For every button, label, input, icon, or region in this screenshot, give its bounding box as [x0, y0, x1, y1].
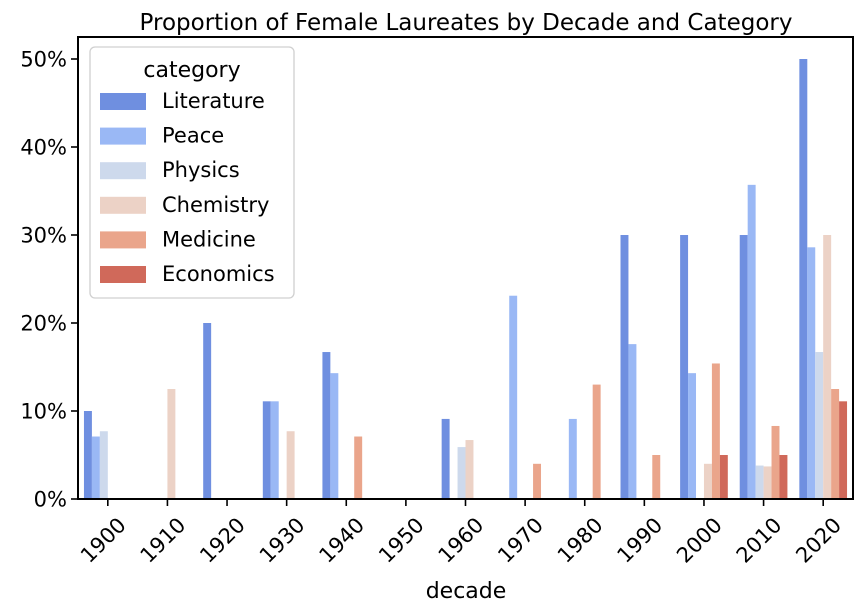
x-tick-label: 2020 [791, 513, 846, 568]
series-medicine [354, 363, 840, 499]
bar-economics-2000 [719, 455, 728, 499]
bar-peace-1900 [91, 436, 100, 499]
series-literature [83, 59, 808, 499]
legend-swatch-literature [100, 93, 146, 110]
y-tick-label: 50% [20, 48, 67, 72]
bar-literature-1940 [322, 352, 331, 499]
bar-economics-2020 [839, 401, 848, 499]
bar-chemistry-1930 [286, 431, 295, 499]
bar-literature-1900 [83, 411, 92, 499]
series-economics [719, 401, 848, 499]
x-axis-label: decade [426, 579, 507, 604]
bar-physics-2010 [755, 465, 764, 499]
legend-label-peace: Peace [162, 124, 224, 148]
x-tick-label: 1950 [374, 513, 429, 568]
x-tick-label: 1960 [434, 513, 489, 568]
series-chemistry [167, 235, 832, 499]
bars-layer [83, 59, 848, 499]
bar-chemistry-2010 [763, 466, 772, 499]
bar-medicine-1970 [533, 463, 542, 499]
bar-literature-1930 [262, 401, 271, 499]
y-tick-label: 40% [20, 136, 67, 160]
bar-peace-2020 [807, 247, 816, 499]
y-tick-label: 20% [20, 312, 67, 336]
bar-physics-1900 [99, 431, 108, 499]
bar-medicine-1940 [354, 436, 363, 499]
bar-chemistry-1910 [167, 389, 176, 499]
series-physics [99, 352, 824, 499]
legend-swatch-peace [100, 127, 146, 145]
x-tick-label: 1930 [255, 513, 310, 568]
legend-swatch-economics [100, 266, 146, 283]
bar-economics-2010 [779, 455, 788, 499]
bar-medicine-2000 [711, 363, 720, 499]
chart-title: Proportion of Female Laureates by Decade… [140, 10, 793, 36]
bar-medicine-1980 [592, 384, 601, 499]
bar-literature-2000 [680, 235, 689, 499]
y-tick-label: 30% [20, 224, 67, 248]
bar-peace-2010 [747, 184, 756, 499]
bar-peace-1930 [270, 401, 279, 499]
x-tick-label: 2010 [732, 513, 787, 568]
y-tick-label: 0% [34, 488, 67, 512]
bar-physics-1960 [457, 447, 466, 499]
y-tick-label: 10% [20, 400, 67, 424]
legend-label-economics: Economics [162, 262, 275, 286]
bar-chemistry-2020 [823, 235, 832, 499]
legend-label-chemistry: Chemistry [162, 193, 269, 217]
x-tick-label: 1980 [553, 513, 608, 568]
x-tick-label: 1970 [493, 513, 548, 568]
legend-label-literature: Literature [162, 89, 265, 113]
x-tick-label: 1940 [314, 513, 369, 568]
bar-peace-1970 [509, 295, 518, 499]
bar-literature-2020 [799, 59, 808, 499]
bar-chemistry-2000 [703, 463, 712, 499]
bar-peace-1990 [628, 344, 637, 499]
legend: category Literature Peace Physics Chemistry M… [89, 46, 295, 299]
bar-literature-2010 [739, 235, 748, 499]
bar-peace-1940 [330, 373, 339, 499]
x-tick-label: 1920 [195, 513, 250, 568]
bar-physics-2020 [815, 352, 824, 499]
bar-medicine-2010 [771, 425, 780, 499]
legend-label-medicine: Medicine [162, 227, 256, 251]
x-tick-label: 1900 [76, 513, 131, 568]
bar-medicine-2020 [831, 389, 840, 499]
x-tick-label: 2000 [672, 513, 727, 568]
legend-label-physics: Physics [162, 158, 240, 182]
legend-swatch-chemistry [100, 196, 146, 214]
legend-swatch-physics [100, 162, 146, 180]
bar-peace-2000 [688, 373, 697, 499]
bar-peace-1980 [568, 418, 577, 499]
bar-literature-1960 [441, 418, 450, 499]
legend-title: category [143, 58, 240, 83]
bar-literature-1920 [203, 323, 212, 499]
bar-medicine-1990 [652, 455, 661, 499]
bar-literature-1990 [620, 235, 629, 499]
x-tick-label: 1990 [612, 513, 667, 568]
bar-chemistry-1960 [465, 440, 474, 499]
x-tick-label: 1910 [136, 513, 191, 568]
legend-swatch-medicine [100, 231, 146, 249]
series-peace [91, 184, 816, 499]
